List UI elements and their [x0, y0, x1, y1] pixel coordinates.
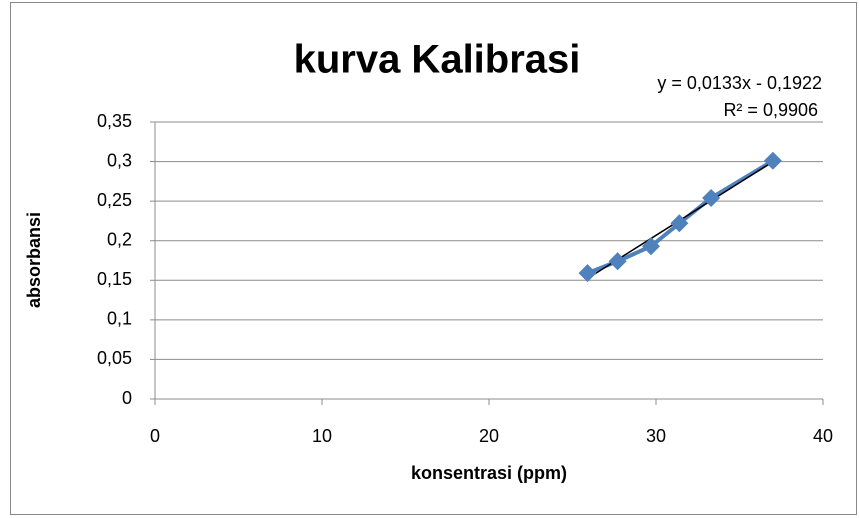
y-tick-label: 0,35 [97, 111, 132, 131]
data-point [608, 252, 627, 271]
x-tick-label: 40 [813, 426, 833, 446]
y-tick-label: 0,3 [107, 150, 132, 170]
data-point [702, 188, 721, 207]
data-point [763, 151, 782, 170]
y-tick-label: 0,25 [97, 190, 132, 210]
x-tick-label: 30 [646, 426, 666, 446]
trendline-r-squared: R² = 0,9906 [723, 100, 818, 120]
y-axis-label: absorbansi [24, 212, 44, 308]
y-tick-label: 0,15 [97, 269, 132, 289]
y-tick-label: 0,1 [107, 309, 132, 329]
x-axis-label: konsentrasi (ppm) [411, 463, 567, 483]
x-tick-label: 0 [150, 426, 160, 446]
data-point [578, 264, 597, 283]
y-tick-label: 0,2 [107, 229, 132, 249]
y-tick-label: 0 [122, 388, 132, 408]
data-point [641, 237, 660, 256]
x-tick-label: 20 [479, 426, 499, 446]
chart-border [10, 2, 857, 515]
y-tick-label: 0,05 [97, 348, 132, 368]
data-point [670, 214, 689, 233]
x-tick-label: 10 [312, 426, 332, 446]
chart-title: kurva Kalibrasi [294, 38, 581, 82]
trendline-equation: y = 0,0133x - 0,1922 [657, 73, 822, 93]
